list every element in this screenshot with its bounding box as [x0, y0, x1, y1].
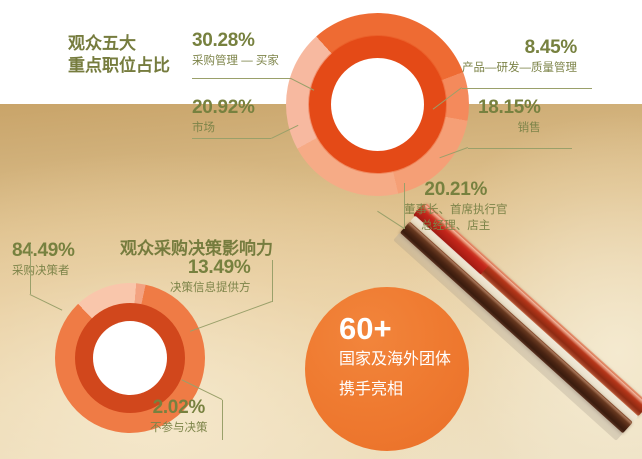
callout-description: 不参与决策 [150, 422, 208, 434]
leader-line-informer-v [272, 260, 273, 302]
chart-title-line-2: 重点职位占比 [68, 56, 170, 76]
callout-description: 销售 [517, 122, 541, 134]
callout-purchase-decider: 84.49% 采购决策者 [12, 241, 75, 279]
chart-title-line-1: 观众五大 [68, 34, 136, 53]
callout-percent: 30.28% [192, 30, 255, 51]
callout-description: 决策信息提供方 [170, 282, 251, 294]
callout-product-rd-quality: 8.45% 产品—研发—质量管理 [462, 38, 577, 76]
callout-executive: 20.21% 董事长、首席执行官 总经理、店主 [404, 180, 508, 233]
callout-marketing: 20.92% 市场 [192, 98, 255, 136]
callout-description: 采购决策者 [12, 265, 70, 277]
chart-title-decision-influence: 观众采购决策影响力 [120, 239, 273, 258]
highlight-line-1: 国家及海外团体 [339, 351, 452, 368]
callout-not-involved: 2.02% 不参与决策 [150, 398, 208, 436]
callout-description-line-2: 总经理、店主 [421, 219, 491, 232]
leader-line-product-h [462, 88, 592, 89]
callout-percent: 84.49% [12, 240, 75, 261]
callout-percent: 20.92% [192, 97, 255, 118]
leader-line-executive-v [404, 183, 405, 229]
donut-chart-job-positions [286, 13, 469, 196]
donut-chart-decision-influence [55, 283, 205, 433]
callout-description: 采购管理 — 买家 [192, 55, 279, 67]
callout-percent: 8.45% [524, 37, 578, 58]
callout-percent: 18.15% [478, 97, 541, 118]
callout-decision-informer: 13.49% 决策信息提供方 [170, 258, 251, 296]
leader-line-notinvolved-v [222, 400, 223, 440]
leader-line-sales-h [468, 148, 572, 149]
leader-line-marketing-h [192, 138, 271, 139]
leader-line-decider-v [30, 244, 31, 294]
callout-sales: 18.15% 销售 [478, 98, 541, 136]
donut-center-hole [331, 58, 424, 151]
chart-title-job-positions: 观众五大 重点职位占比 [68, 33, 170, 78]
callout-percent: 13.49% [187, 257, 251, 278]
highlight-line-2: 携手亮相 [339, 381, 404, 398]
callout-description: 产品—研发—质量管理 [462, 62, 577, 74]
callout-percent: 2.02% [152, 397, 206, 418]
callout-purchasing-management: 30.28% 采购管理 — 买家 [192, 31, 279, 69]
donut-center-hole [93, 321, 167, 395]
leader-line-purchasing-h [192, 78, 291, 79]
callout-description-line-1: 董事长、首席执行官 [404, 204, 508, 216]
highlight-number: 60+ [339, 311, 392, 346]
callout-description: 市场 [192, 122, 215, 134]
callout-percent: 20.21% [424, 179, 488, 200]
highlight-circle-countries: 60+ 国家及海外团体 携手亮相 [305, 287, 469, 451]
